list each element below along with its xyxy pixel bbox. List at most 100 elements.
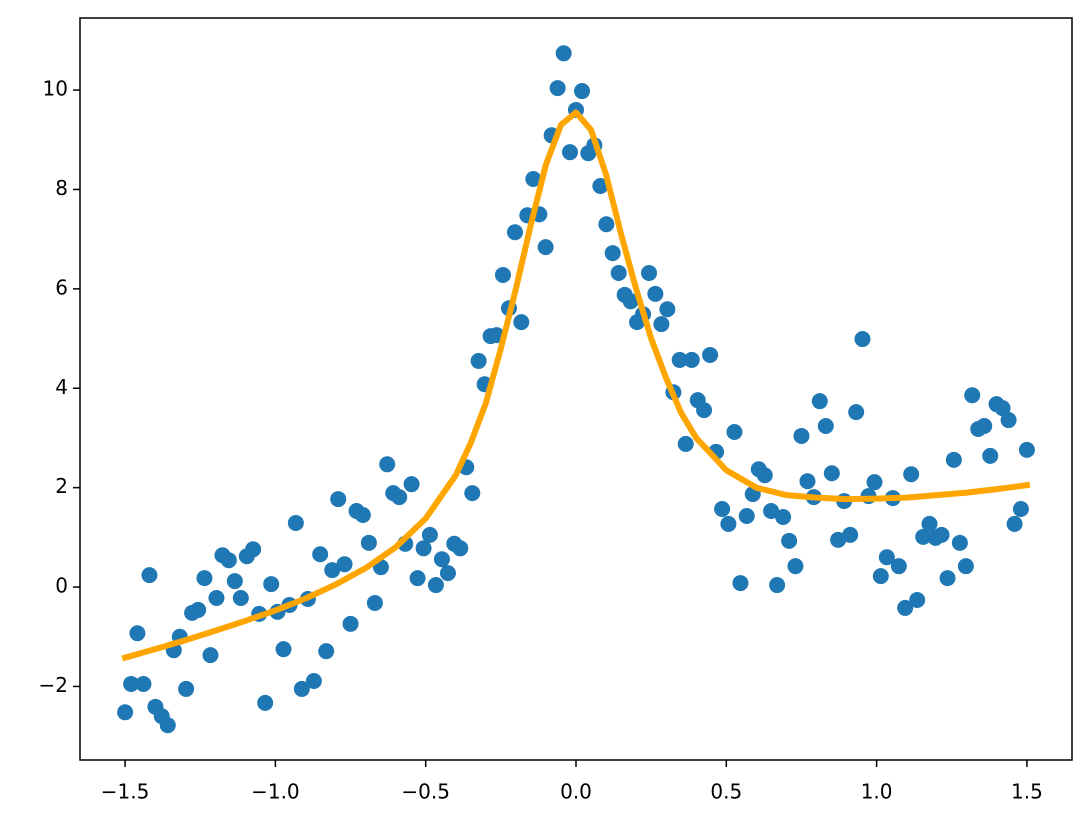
scatter-point [866, 474, 883, 491]
scatter-point [872, 568, 889, 585]
scatter-point [141, 567, 158, 584]
scatter-point [409, 570, 426, 587]
scatter-point [159, 717, 176, 734]
scatter-point [263, 576, 280, 593]
x-tick-label: 0.0 [560, 780, 592, 804]
scatter-point [696, 402, 713, 419]
scatter-point [951, 534, 968, 551]
scatter-point [555, 45, 572, 62]
scatter-point [232, 589, 249, 606]
scatter-point [1006, 515, 1023, 532]
scatter-point [610, 264, 627, 281]
scatter-point [732, 575, 749, 592]
scatter-point [391, 489, 408, 506]
scatter-point [433, 551, 450, 568]
scatter-point [677, 435, 694, 452]
scatter-point [1012, 501, 1029, 518]
scatter-point [890, 558, 907, 575]
scatter-point [964, 387, 981, 404]
scatter-point [811, 393, 828, 410]
scatter-point [598, 216, 615, 233]
y-tick-label: 8 [55, 176, 68, 200]
scatter-point [976, 418, 993, 435]
x-tick-label: −0.5 [401, 780, 450, 804]
x-tick-label: 0.5 [710, 780, 742, 804]
scatter-point [312, 546, 329, 563]
scatter-point [793, 427, 810, 444]
scatter-point [1018, 441, 1035, 458]
scatter-point [275, 641, 292, 658]
scatter-point [659, 301, 676, 318]
scatter-point [135, 675, 152, 692]
scatter-point [574, 83, 591, 100]
scatter-point [366, 594, 383, 611]
scatter-point [781, 532, 798, 549]
scatter-point [848, 404, 865, 421]
scatter-point [427, 577, 444, 594]
scatter-point [342, 615, 359, 632]
scatter-point [878, 549, 895, 566]
scatter-point [756, 467, 773, 484]
scatter-point [245, 541, 262, 558]
scatter-point [897, 599, 914, 616]
scatter-point [452, 540, 469, 557]
scatter-point [525, 171, 542, 188]
scatter-point [775, 508, 792, 525]
scatter-point [909, 591, 926, 608]
scatter-point [683, 351, 700, 368]
scatter-point [470, 352, 487, 369]
scatter-point [726, 423, 743, 440]
scatter-point [561, 144, 578, 161]
y-tick-label: 2 [55, 474, 68, 498]
scatter-point [830, 531, 847, 548]
scatter-point [220, 552, 237, 569]
scatter-point [403, 476, 420, 493]
scatter-point [537, 239, 554, 256]
scatter-point [330, 491, 347, 508]
scatter-point [494, 266, 511, 283]
scatter-point [226, 573, 243, 590]
scatter-point [287, 514, 304, 531]
scatter-point [129, 625, 146, 642]
scatter-point [439, 565, 456, 582]
scatter-point [318, 643, 335, 660]
scatter-point [671, 351, 688, 368]
scatter-point [903, 466, 920, 483]
scatter-point [336, 556, 353, 573]
scatter-point [549, 80, 566, 97]
scatter-point [702, 346, 719, 363]
scatter-point [464, 485, 481, 502]
scatter-point [324, 562, 341, 579]
scatter-point [982, 447, 999, 464]
scatter-point [763, 503, 780, 520]
scatter-point [714, 501, 731, 518]
scatter-point [354, 506, 371, 523]
scatter-point [939, 570, 956, 587]
scatter-point [769, 577, 786, 594]
scatter-point [513, 314, 530, 331]
scatter-point [196, 570, 213, 587]
scatter-point [604, 245, 621, 262]
scatter-point [123, 675, 140, 692]
x-tick-label: −1.5 [101, 780, 150, 804]
y-tick-label: 0 [55, 574, 68, 598]
scatter-point [653, 316, 670, 333]
scatter-point [117, 704, 134, 721]
scatter-point [994, 400, 1011, 417]
scatter-point [305, 672, 322, 689]
scatter-point [293, 680, 310, 697]
scatter-point [190, 601, 207, 618]
y-tick-label: 10 [43, 77, 68, 101]
scatter-point [945, 451, 962, 468]
x-tick-label: −1.0 [251, 780, 300, 804]
scatter-point [592, 177, 609, 194]
scatter-point [817, 418, 834, 435]
y-tick-label: 4 [55, 375, 68, 399]
x-tick-label: 1.5 [1011, 780, 1043, 804]
scatter-point [178, 680, 195, 697]
plot-frame [79, 17, 1073, 761]
scatter-point [921, 515, 938, 532]
scatter-point [506, 224, 523, 241]
